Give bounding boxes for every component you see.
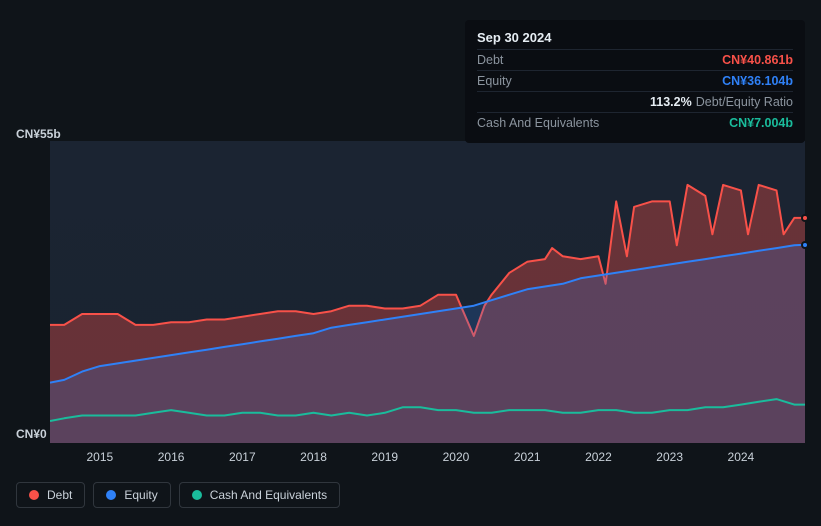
x-axis-tick: 2017 [229,450,256,464]
chart-tooltip: Sep 30 2024 Debt CN¥40.861b Equity CN¥36… [465,20,805,143]
legend-dot-icon [106,490,116,500]
tooltip-value: CN¥36.104b [722,74,793,88]
x-axis-tick: 2021 [514,450,541,464]
chart-svg [50,141,805,443]
y-axis-label-top: CN¥55b [16,127,61,141]
x-axis-tick: 2015 [86,450,113,464]
chart-container: CN¥55b CN¥0 2015 2016 2017 2018 2019 2020 2021… [16,125,805,475]
tooltip-key: Equity [477,74,512,88]
y-axis-label-bottom: CN¥0 [16,427,47,441]
x-axis-tick: 2019 [371,450,398,464]
tooltip-row-debt: Debt CN¥40.861b [477,49,793,70]
legend-item-debt[interactable]: Debt [16,482,85,508]
x-axis-tick: 2023 [656,450,683,464]
tooltip-value: CN¥40.861b [722,53,793,67]
tooltip-key: Cash And Equivalents [477,116,599,130]
tooltip-row-equity: Equity CN¥36.104b [477,70,793,91]
tooltip-value: 113.2%Debt/Equity Ratio [650,95,793,109]
x-axis-tick: 2022 [585,450,612,464]
x-axis-tick: 2016 [158,450,185,464]
x-axis-tick: 2024 [728,450,755,464]
legend-label: Debt [47,488,72,502]
x-axis-labels: 2015 2016 2017 2018 2019 2020 2021 2022 2023 2024 [50,450,805,470]
legend-dot-icon [192,490,202,500]
legend-dot-icon [29,490,39,500]
tooltip-value: CN¥7.004b [729,116,793,130]
legend-label: Cash And Equivalents [210,488,327,502]
legend: Debt Equity Cash And Equivalents [16,482,340,508]
series-marker-debt [801,214,809,222]
series-marker-equity [801,241,809,249]
legend-item-equity[interactable]: Equity [93,482,170,508]
legend-item-cash[interactable]: Cash And Equivalents [179,482,340,508]
tooltip-key: Debt [477,53,503,67]
tooltip-row-ratio: 113.2%Debt/Equity Ratio [477,91,793,112]
tooltip-row-cash: Cash And Equivalents CN¥7.004b [477,112,793,133]
x-axis-tick: 2020 [443,450,470,464]
x-axis-tick: 2018 [300,450,327,464]
tooltip-date: Sep 30 2024 [477,28,793,49]
plot-area[interactable] [50,141,805,443]
legend-label: Equity [124,488,157,502]
